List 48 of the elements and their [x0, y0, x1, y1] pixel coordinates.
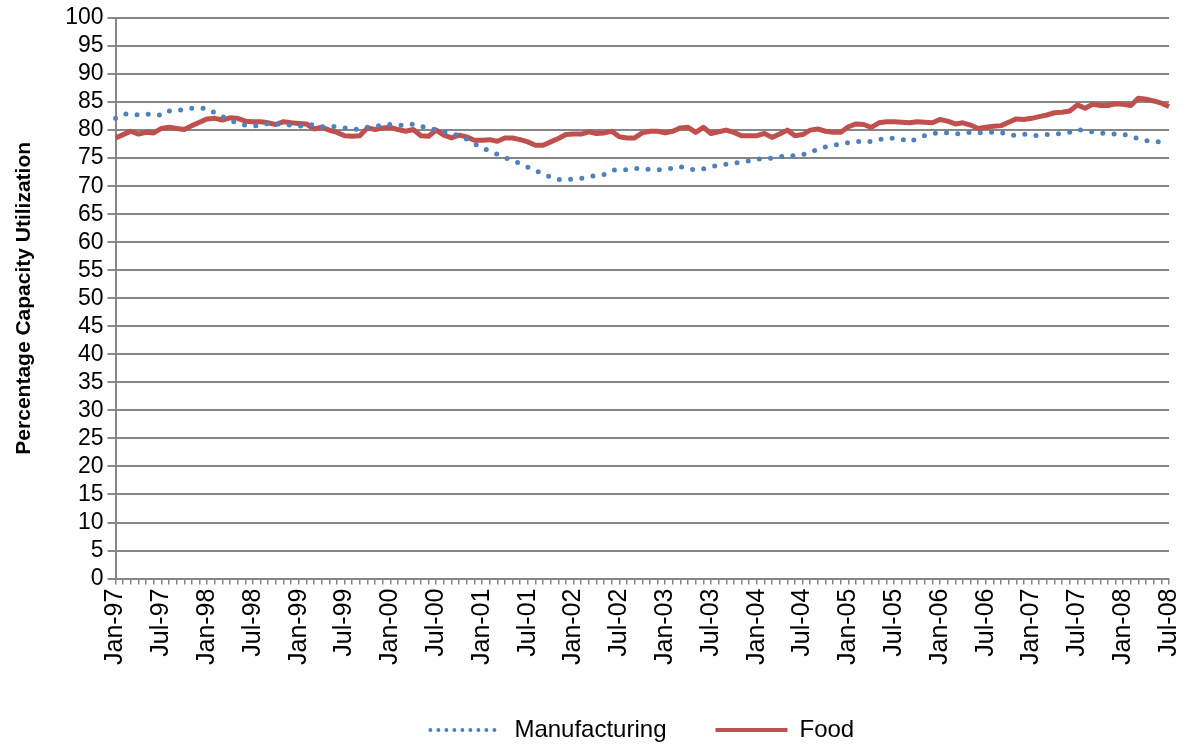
y-tick-label: 70	[77, 171, 104, 198]
x-tick-label: Jul-03	[694, 588, 723, 657]
x-tick-label: Jan-98	[191, 588, 220, 666]
x-tick-label: Jan-00	[374, 588, 403, 666]
x-tick-label: Jan-99	[282, 588, 311, 666]
y-tick-label: 80	[77, 115, 104, 142]
x-tick-label: Jul-05	[878, 588, 907, 657]
x-tick-label: Jul-07	[1061, 588, 1090, 657]
y-tick-label: 100	[65, 3, 104, 30]
y-tick-label: 55	[77, 255, 104, 282]
y-tick-label: 90	[77, 59, 104, 86]
y-tick-label: 15	[77, 479, 104, 506]
x-tick-label: Jul-98	[236, 588, 265, 657]
y-tick-label: 35	[77, 367, 104, 394]
y-tick-label: 20	[77, 451, 104, 478]
y-tick-label: 60	[77, 227, 104, 254]
y-tick-label: 40	[77, 339, 104, 366]
x-tick-label: Jan-04	[740, 588, 769, 666]
y-axis-title: Percentage Capacity Utilization	[11, 141, 35, 455]
x-tick-label: Jan-01	[465, 588, 494, 666]
x-tick-label: Jul-01	[511, 588, 540, 657]
x-tick-label: Jan-06	[923, 588, 952, 666]
x-tick-label: Jan-05	[832, 588, 861, 666]
y-tick-label: 75	[77, 143, 104, 170]
x-tick-label: Jul-08	[1152, 588, 1181, 657]
y-tick-label: 10	[77, 507, 104, 534]
legend-label: Manufacturing	[514, 714, 667, 742]
x-tick-label: Jul-00	[420, 588, 449, 657]
y-tick-label: 65	[77, 199, 104, 226]
x-tick-label: Jan-08	[1107, 588, 1136, 666]
x-tick-label: Jan-02	[557, 588, 586, 666]
y-tick-label: 50	[77, 283, 104, 310]
x-tick-label: Jan-03	[649, 588, 678, 666]
y-tick-label: 25	[77, 423, 104, 450]
y-tick-label: 85	[77, 87, 104, 114]
y-tick-label: 95	[77, 31, 104, 58]
y-tick-label: 30	[77, 395, 104, 422]
x-tick-label: Jan-07	[1015, 588, 1044, 666]
x-tick-label: Jan-97	[99, 588, 128, 666]
x-tick-label: Jul-99	[328, 588, 357, 657]
legend-label: Food	[799, 714, 855, 742]
y-tick-label: 45	[77, 311, 104, 338]
x-tick-label: Jul-02	[603, 588, 632, 657]
x-tick-label: Jul-04	[786, 588, 815, 657]
x-tick-label: Jul-97	[145, 588, 174, 657]
x-tick-label: Jul-06	[969, 588, 998, 657]
y-tick-label: 0	[90, 563, 104, 590]
y-tick-label: 5	[90, 535, 104, 562]
